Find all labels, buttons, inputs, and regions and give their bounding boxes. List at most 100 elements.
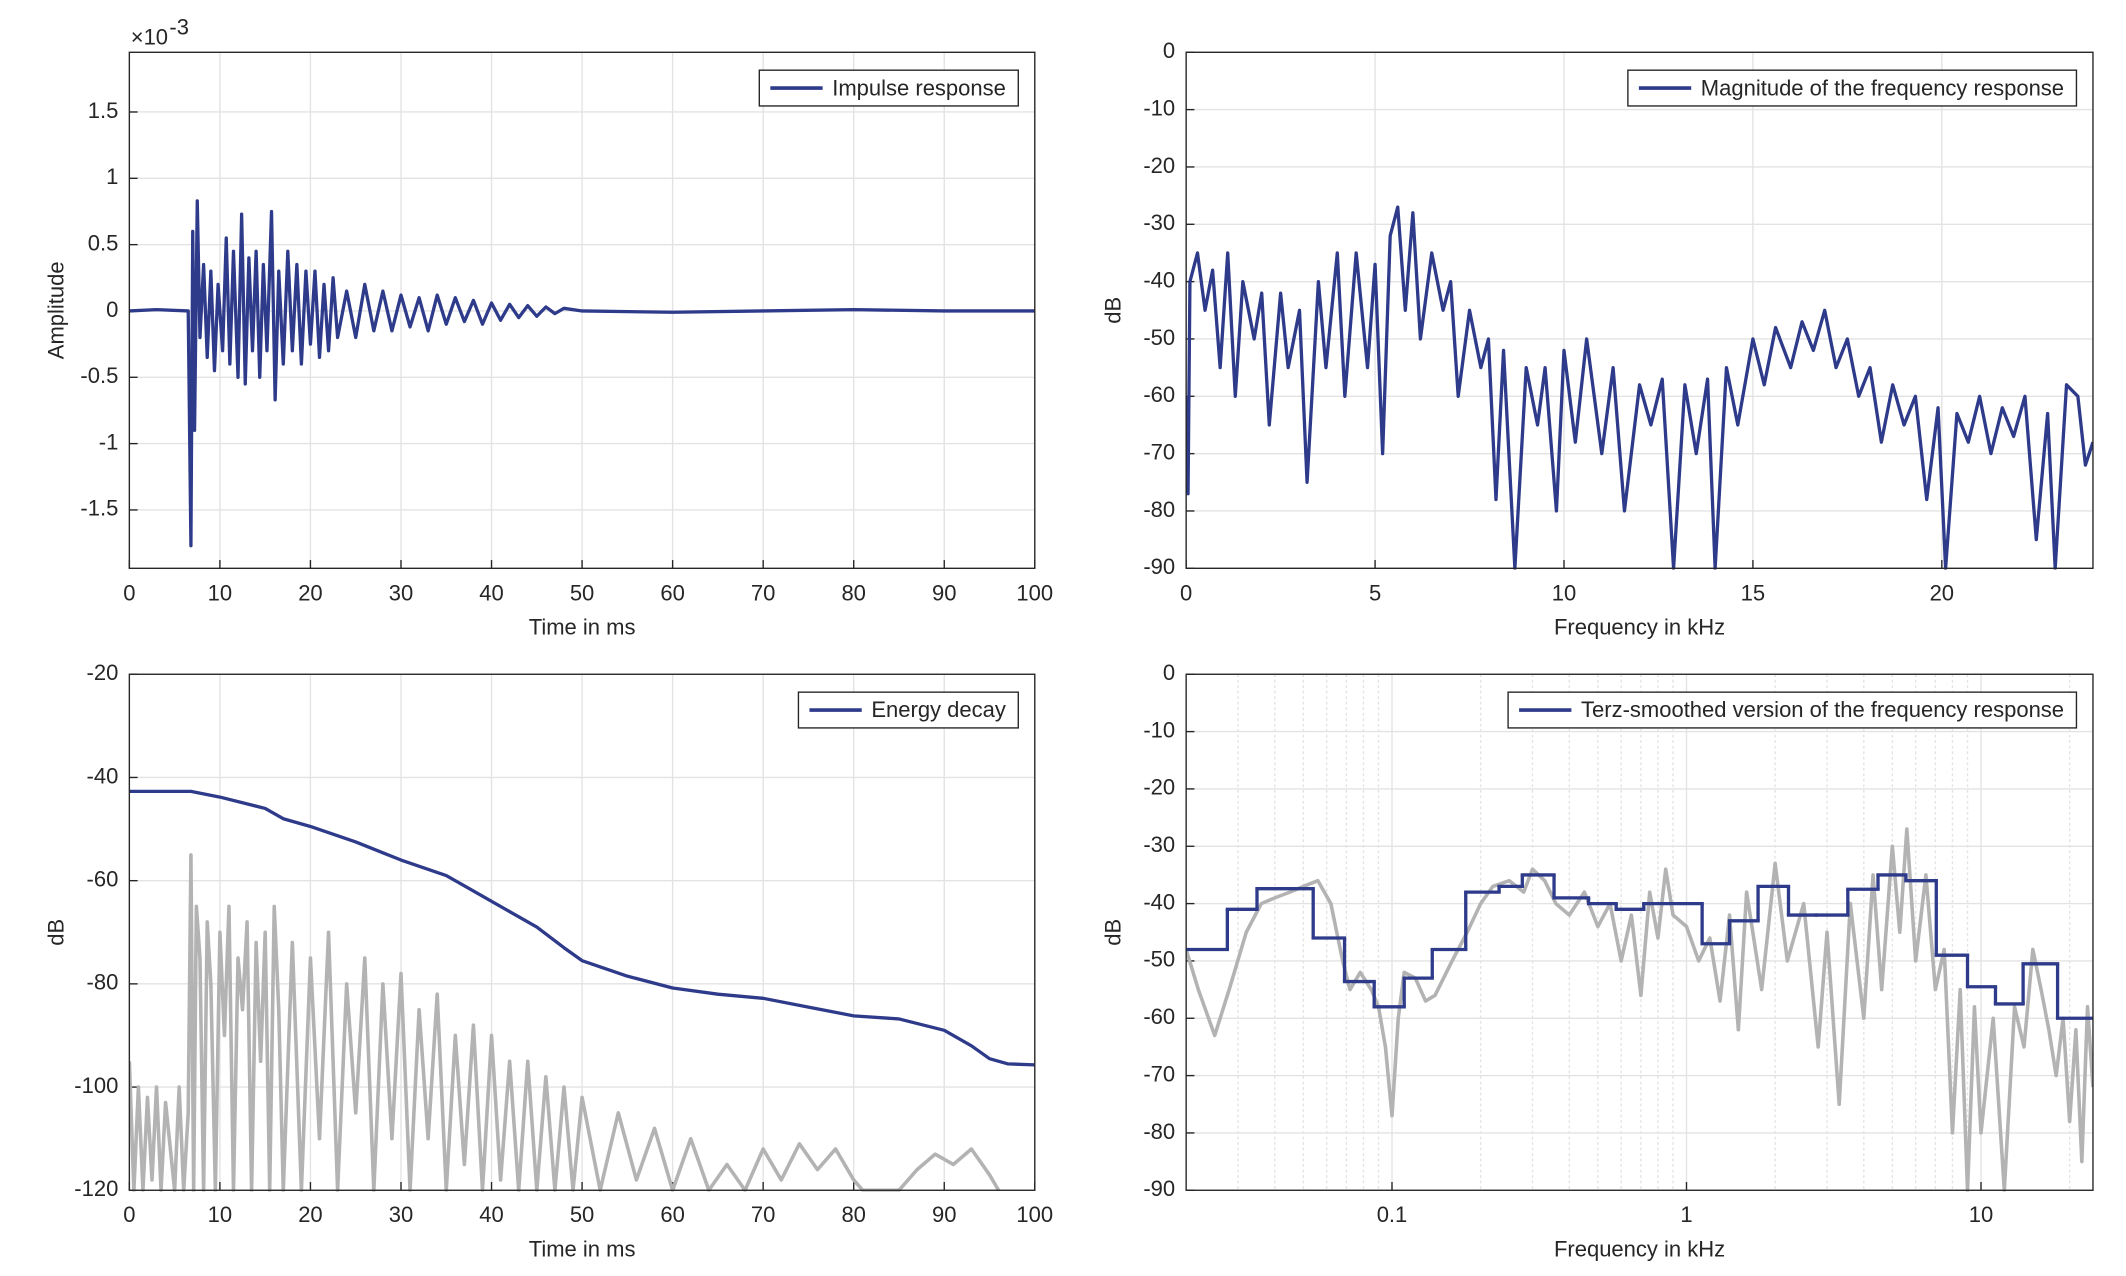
series-line [129, 199, 1035, 548]
y-tick-label: -50 [1143, 325, 1175, 350]
y-tick-label: -20 [1143, 775, 1175, 800]
legend-label: Magnitude of the frequency response [1701, 75, 2064, 100]
series-line [1186, 205, 2093, 570]
legend-box [1627, 69, 2078, 107]
y-tick-label: -80 [1143, 1119, 1175, 1144]
plot-area [1186, 674, 2093, 1191]
y-tick-label: 0 [106, 297, 118, 322]
axis-multiplier: ×10 [131, 24, 168, 49]
x-tick-label: 20 [298, 580, 322, 605]
legend-label: Terz-smoothed version of the frequency r… [1581, 697, 2064, 722]
x-tick-label: 40 [479, 1202, 503, 1227]
axes-box [1185, 673, 2094, 1191]
axes-box [128, 673, 1036, 1191]
y-tick-label: -30 [1143, 210, 1175, 235]
x-tick-label: 15 [1741, 580, 1765, 605]
x-tick-label: 100 [1016, 580, 1053, 605]
y-axis-label: dB [1100, 919, 1125, 946]
y-tick-label: -60 [1143, 1004, 1175, 1029]
legend: Terz-smoothed version of the frequency r… [1507, 691, 2078, 729]
x-tick-label: 60 [660, 580, 684, 605]
data-layer [129, 199, 1035, 548]
y-tick-label: -30 [1143, 832, 1175, 857]
y-axis-label: dB [1100, 297, 1125, 324]
y-tick-label: -60 [87, 866, 119, 891]
y-tick-label: -80 [1143, 497, 1175, 522]
x-tick-label: 10 [208, 580, 232, 605]
x-tick-label: 10 [208, 1202, 232, 1227]
axes-box [128, 51, 1036, 569]
legend-box [1507, 691, 2078, 729]
legend: Impulse response [758, 69, 1019, 107]
x-tick-label: 0 [123, 580, 135, 605]
data-layer [129, 789, 1035, 1192]
y-tick-label: -90 [1143, 1176, 1175, 1201]
y-tick-label: -60 [1143, 382, 1175, 407]
x-tick-label: 5 [1369, 580, 1381, 605]
x-tick-label: 10 [1969, 1202, 1993, 1227]
y-tick-label: -1.5 [80, 496, 118, 521]
x-axis-label: Frequency in kHz [1554, 615, 1725, 640]
x-tick-label: 1 [1680, 1202, 1692, 1227]
x-tick-label: 40 [479, 580, 503, 605]
y-tick-label: -40 [1143, 889, 1175, 914]
y-tick-label: 0 [1163, 660, 1175, 685]
x-axis-label: Time in ms [529, 615, 636, 640]
subplot: 0 5 10 15 20 -90 -80 -70 -60 -50 -40 -30 -20 -10 0 Freq… [1100, 38, 2094, 640]
y-tick-label: -20 [87, 660, 119, 685]
y-axis-label: dB [44, 919, 69, 946]
x-tick-label: 10 [1552, 580, 1576, 605]
x-tick-label: 90 [932, 580, 956, 605]
y-tick-label: -1 [99, 429, 119, 454]
y-tick-label: -70 [1143, 439, 1175, 464]
y-tick-label: 1 [106, 164, 118, 189]
y-tick-label: -80 [87, 970, 119, 995]
x-tick-label: 20 [1930, 580, 1954, 605]
subplot: 0 10 20 30 40 50 60 70 80 90 100 -1.5 -1 -0.5 0 0.5 1 1.5… [44, 15, 1054, 640]
x-tick-label: 0 [1180, 580, 1192, 605]
x-tick-label: 50 [570, 580, 594, 605]
y-axis-label: Amplitude [44, 261, 69, 359]
y-tick-label: -120 [74, 1176, 118, 1201]
x-tick-label: 30 [389, 1202, 413, 1227]
y-tick-label: 0.5 [88, 230, 119, 255]
x-axis-label: Frequency in kHz [1554, 1237, 1725, 1262]
x-tick-label: 50 [570, 1202, 594, 1227]
y-tick-label: 1.5 [88, 98, 119, 123]
y-tick-label: 0 [1163, 38, 1175, 63]
x-tick-label: 0.1 [1377, 1202, 1408, 1227]
y-tick-label: -40 [1143, 267, 1175, 292]
legend: Magnitude of the frequency response [1627, 69, 2078, 107]
y-tick-label: -70 [1143, 1061, 1175, 1086]
x-tick-label: 80 [841, 1202, 865, 1227]
axis-multiplier-exponent: -3 [169, 15, 189, 40]
x-tick-label: 100 [1016, 1202, 1053, 1227]
y-tick-label: -10 [1143, 717, 1175, 742]
x-tick-label: 20 [298, 1202, 322, 1227]
y-tick-label: -90 [1143, 554, 1175, 579]
x-tick-label: 30 [389, 580, 413, 605]
subplot: 0.1 1 10 -90 -80 -70 -60 -50 -40 -30 -20 -10 0 Freque… [1100, 660, 2094, 1262]
x-tick-label: 70 [751, 580, 775, 605]
legend: Energy decay [797, 691, 1019, 729]
subplot: 0 10 20 30 40 50 60 70 80 90 100 -120 -100 -80 -60 -40 -… [44, 660, 1054, 1262]
data-layer [1186, 827, 2093, 1192]
axes-box [1185, 51, 2094, 569]
raw-line [129, 853, 1001, 1192]
legend-label: Energy decay [871, 697, 1006, 722]
y-tick-label: -100 [74, 1073, 118, 1098]
legend-label: Impulse response [832, 75, 1006, 100]
x-tick-label: 60 [660, 1202, 684, 1227]
data-layer [1186, 205, 2093, 570]
x-tick-label: 90 [932, 1202, 956, 1227]
x-tick-label: 80 [841, 580, 865, 605]
y-tick-label: -10 [1143, 95, 1175, 120]
x-axis-label: Time in ms [529, 1237, 636, 1262]
x-tick-label: 0 [123, 1202, 135, 1227]
series-line [129, 789, 1035, 1067]
y-tick-label: -20 [1143, 153, 1175, 178]
y-tick-label: -50 [1143, 947, 1175, 972]
y-tick-label: -0.5 [80, 363, 118, 388]
y-tick-label: -40 [87, 763, 119, 788]
